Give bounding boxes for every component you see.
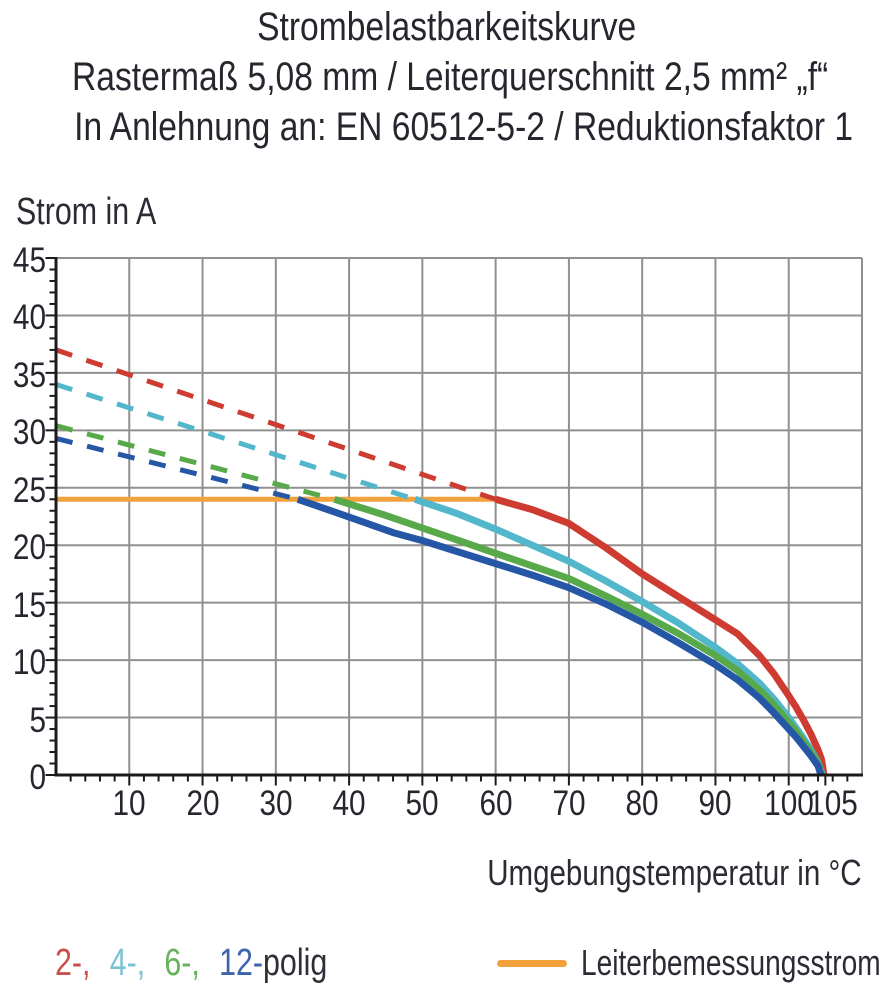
reference-line-label: Leiterbemessungsstrom [581,942,881,983]
reference-legend: Leiterbemessungsstrom [497,936,894,990]
x-axis-title: Umgebungstemperatur in °C [405,852,862,894]
chart-subtitle-dimensions-text: Rastermaß 5,08 mm / Leiterquerschnitt 2,… [72,55,829,99]
tick-marks [45,257,849,786]
poles-legend: 2-, 4-, 6-, 12- polig [55,936,327,990]
chart-title: Strombelastbarkeitskurve [0,2,894,52]
legend-item-2-polig: 2-, [55,941,91,984]
series-12-polig-dashed [55,435,299,502]
chart-subtitle-dimensions: Rastermaß 5,08 mm / Leiterquerschnitt 2,… [0,52,894,102]
axes [54,257,863,777]
y-axis-title: Strom in A [16,191,191,234]
series-2-polig-solid [494,495,828,776]
chart-title-text: Strombelastbarkeitskurve [257,5,637,49]
series-6-polig-dashed [55,423,336,502]
series-4-polig-solid [413,495,826,777]
x-axis-title-text: Umgebungstemperatur in °C [487,852,862,893]
legend-poles-suffix: polig [263,941,328,984]
series-4-polig-dashed [55,382,416,502]
legend-item-12-polig: 12- [219,941,263,984]
series-12-polig-solid [296,495,825,777]
legend-row: 2-, 4-, 6-, 12- polig Leiterbemessungsstrom [0,936,894,990]
title-block: Strombelastbarkeitskurve Rastermaß 5,08 … [0,2,894,152]
y-axis-title-text: Strom in A [16,191,157,233]
reference-line-swatch [497,959,567,967]
legend-item-4-polig: 4-, [109,941,146,984]
chart-subtitle-standard: In Anlehnung an: EN 60512-5-2 / Reduktio… [0,102,894,152]
gridlines [56,257,863,775]
series-6-polig-solid [333,495,826,777]
series-2-polig-dashed [55,347,497,502]
legend-item-6-polig: 6-, [164,941,200,984]
chart-subtitle-standard-text: In Anlehnung an: EN 60512-5-2 / Reduktio… [74,105,854,149]
